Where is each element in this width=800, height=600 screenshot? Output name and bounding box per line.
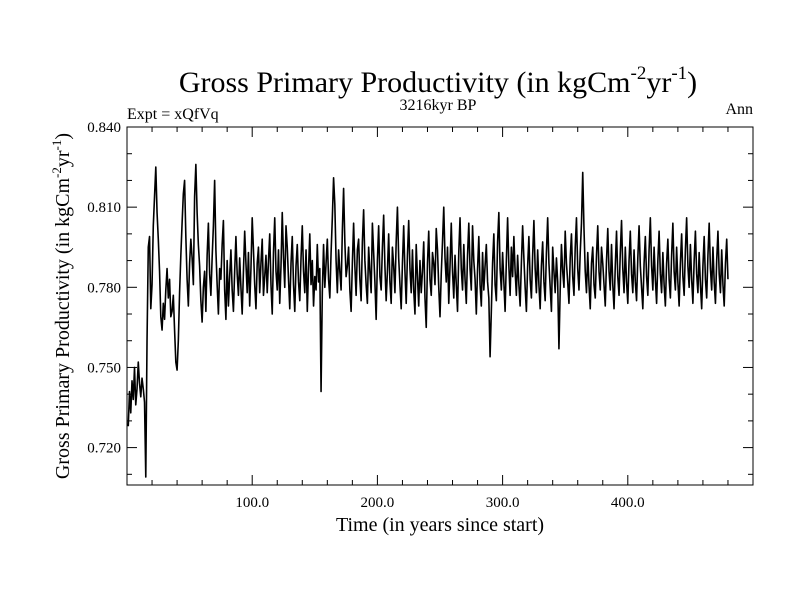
- x-tick-label: 400.0: [611, 495, 645, 511]
- ylabel-sup-2: -1: [49, 140, 64, 151]
- y-tick-label: 0.750: [87, 360, 121, 376]
- x-axis-label: Time (in years since start): [336, 514, 544, 536]
- title-mid: yr: [646, 66, 671, 99]
- chart-title: Gross Primary Productivity (in kgCm-2yr-…: [179, 63, 697, 99]
- title-sup-2: -1: [671, 63, 687, 84]
- ylabel-mid: yr: [52, 150, 74, 167]
- y-tick-label: 0.720: [87, 441, 121, 457]
- subtitle-left: Expt = xQfVq: [127, 106, 219, 123]
- plot-frame: [126, 126, 754, 486]
- y-axis-label: Gross Primary Productivity (in kgCm-2yr-…: [49, 133, 74, 479]
- title-main: Gross Primary Productivity (in kgCm: [179, 66, 631, 99]
- ylabel-end: ): [52, 133, 74, 140]
- subtitle-center: 3216kyr BP: [400, 97, 477, 114]
- ylabel-main: Gross Primary Productivity (in kgCm: [52, 178, 74, 480]
- y-tick-label: 0.780: [87, 280, 121, 296]
- x-tick-label: 200.0: [361, 495, 395, 511]
- y-tick-label: 0.840: [87, 120, 121, 136]
- series-group: [127, 163, 729, 478]
- x-tick-label: 100.0: [235, 495, 269, 511]
- y-tick-label: 0.810: [87, 200, 121, 216]
- title-sup-1: -2: [631, 63, 647, 84]
- subtitle-right: Ann: [725, 101, 753, 118]
- title-end: ): [687, 66, 697, 99]
- ylabel-sup-1: -2: [49, 167, 64, 178]
- series-line: [127, 163, 729, 478]
- axis-tick-labels: 100.0 200.0 300.0 400.0 0.720 0.750 0.780 0.810…: [87, 120, 644, 511]
- x-tick-label: 300.0: [486, 495, 520, 511]
